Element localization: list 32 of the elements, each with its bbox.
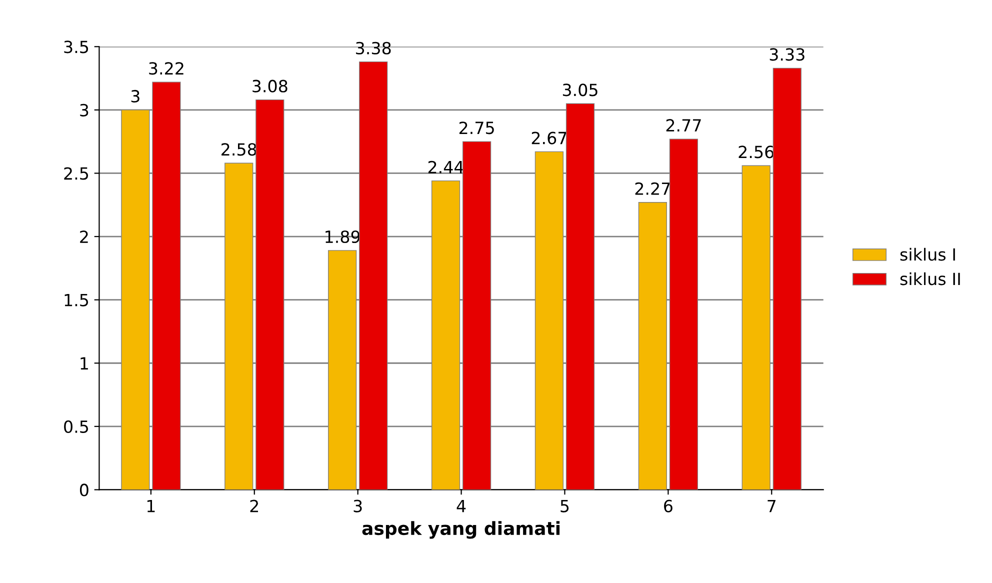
data-label: 2.75: [459, 122, 494, 134]
data-label: 2.44: [428, 160, 464, 174]
y-tick-label: 3: [80, 104, 88, 117]
data-label: 1.89: [326, 230, 360, 244]
x-axis-title: aspek yang diamati: [362, 521, 560, 539]
x-tick-label: 7: [768, 500, 776, 512]
data-label: 3.22: [149, 62, 184, 75]
x-tick-label: 6: [664, 500, 672, 512]
y-tick-label: 0: [80, 484, 88, 496]
y-tick-label: 2: [80, 230, 88, 243]
x-tick-label: 3: [354, 500, 362, 512]
data-label: 3: [131, 90, 140, 103]
x-tick-label: 1: [147, 500, 155, 512]
data-label: 3.38: [356, 42, 391, 54]
data-label: 3.05: [562, 84, 598, 96]
y-tick-label: 0.5: [64, 420, 88, 433]
y-tick-label: 1: [80, 357, 88, 370]
x-tick-label: 4: [456, 500, 466, 512]
x-tick-label: 2: [250, 500, 258, 512]
data-label: 3.33: [770, 48, 804, 61]
legend-label: siklus I: [900, 248, 955, 261]
legend-label: siklus II: [900, 272, 960, 286]
x-tick-label: 5: [560, 500, 569, 512]
y-tick-label: 1.5: [64, 294, 88, 306]
data-label: 3.08: [252, 80, 288, 92]
y-tick-label: 3.5: [64, 40, 88, 54]
data-label: 2.67: [532, 132, 566, 144]
data-label: 2.58: [222, 143, 256, 156]
data-label: 2.77: [666, 119, 701, 132]
data-label: 2.56: [738, 146, 774, 158]
y-tick-label: 2.5: [64, 167, 88, 180]
data-label: 2.27: [635, 182, 670, 195]
